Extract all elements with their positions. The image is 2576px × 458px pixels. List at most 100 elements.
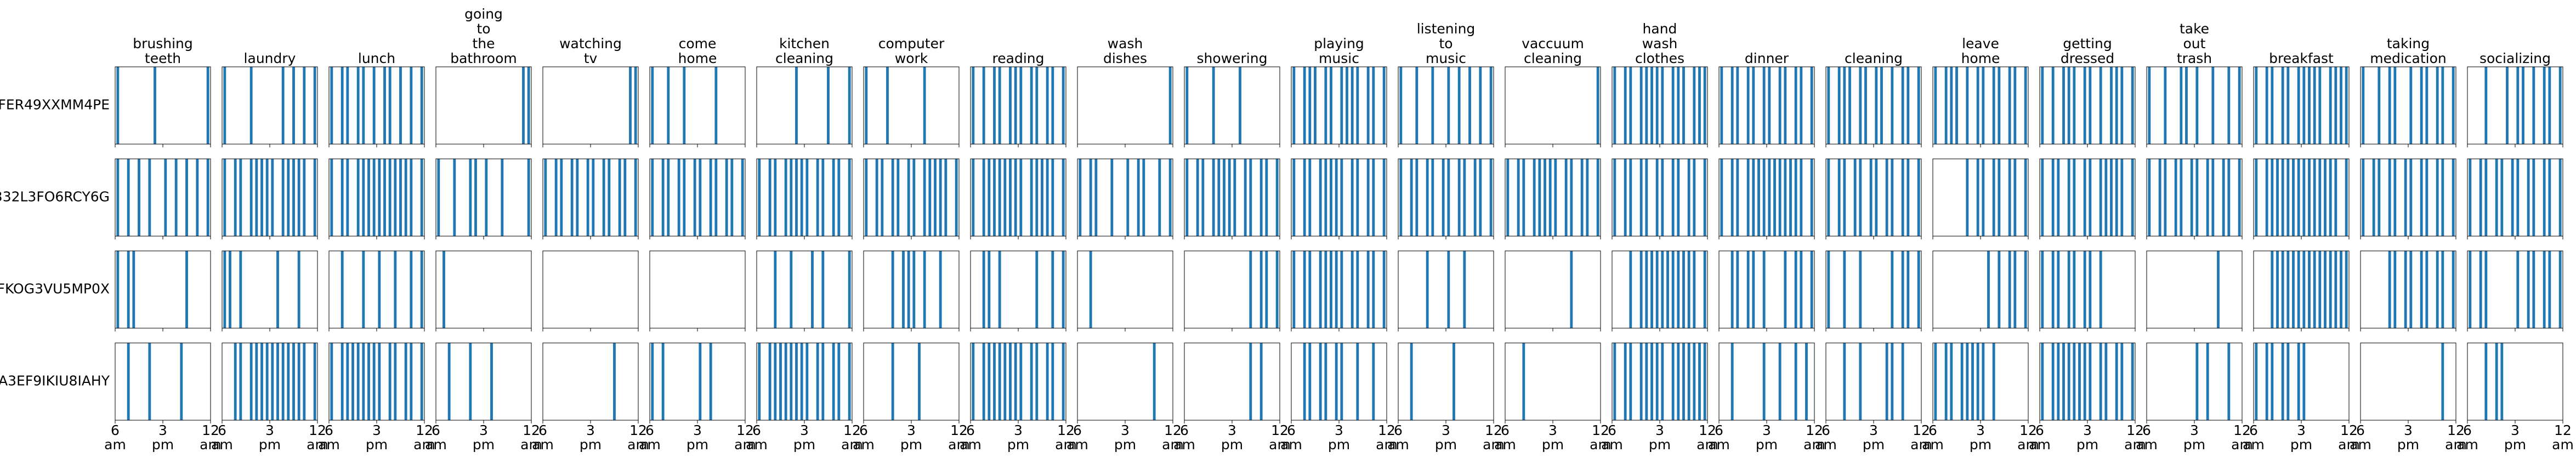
bar [2532, 67, 2535, 144]
x-tick-label: 3 pm [1970, 422, 1991, 453]
bar [501, 159, 504, 236]
bar [651, 343, 654, 420]
bar [2078, 343, 2081, 420]
bar [1720, 159, 1723, 236]
x-tick-label: 6 am [746, 422, 768, 453]
bar [292, 67, 295, 144]
panel [1291, 250, 1387, 331]
panel-frame [1505, 250, 1601, 329]
bar [303, 67, 306, 144]
bar [2372, 159, 2375, 236]
panel: 6 am 3 pm 12 am [2243, 342, 2360, 453]
bar [2334, 251, 2337, 328]
bar [1687, 343, 1690, 420]
bar [602, 159, 605, 236]
bar [196, 159, 199, 236]
bar [2024, 67, 2027, 144]
bar [271, 159, 274, 236]
panel: 6 am 3 pm 12 am [2456, 342, 2574, 453]
panel [1505, 158, 1601, 239]
bar [2308, 251, 2311, 328]
panel [1184, 158, 1280, 239]
bar [2083, 67, 2086, 144]
bar [420, 67, 423, 144]
bar [410, 67, 413, 144]
bar [2324, 159, 2327, 236]
bar [2329, 67, 2332, 144]
bar [988, 343, 991, 420]
bar [1875, 67, 1878, 144]
bar [1639, 251, 1643, 328]
bar [356, 67, 360, 144]
bar [1677, 343, 1680, 420]
bar [1399, 159, 1403, 236]
bar [2479, 159, 2482, 236]
bar [1014, 159, 1017, 236]
column-title: laundry [244, 50, 296, 66]
bar [2318, 159, 2322, 236]
bar [2265, 343, 2268, 420]
bar [2067, 159, 2070, 236]
bar [1650, 67, 1653, 144]
panel [1077, 158, 1173, 239]
bar [2073, 67, 2076, 144]
bar [2308, 67, 2311, 144]
bar [2479, 251, 2482, 328]
column-title: reading [992, 50, 1045, 66]
bar [1447, 67, 1450, 144]
x-tick-label: 6 am [2350, 422, 2371, 453]
bar [1624, 343, 1627, 420]
bar [1596, 159, 1599, 236]
x-tick-label: 12 am [2017, 422, 2039, 453]
bar [2271, 251, 2274, 328]
panel: 6 am 3 pm 12 am [1601, 342, 1718, 453]
bar [865, 159, 868, 236]
column-title: computer work [878, 36, 945, 66]
x-tick-label: 12 am [1590, 422, 1612, 453]
bar [1671, 159, 1675, 236]
bar [330, 343, 333, 420]
panel [1398, 66, 1494, 147]
bar [1399, 67, 1403, 144]
bar [174, 159, 178, 236]
bar [1794, 67, 1797, 144]
bar [223, 251, 226, 328]
bar [1976, 67, 1979, 144]
bar [934, 159, 937, 236]
bar [1864, 67, 1867, 144]
bar [2120, 67, 2124, 144]
bar [1752, 251, 1755, 328]
bar [2452, 251, 2455, 328]
bar [229, 251, 231, 328]
bar [2548, 159, 2551, 236]
x-tick-label: 6 am [2136, 422, 2158, 453]
bar [2238, 67, 2241, 144]
bar [1677, 67, 1680, 144]
bar [1089, 251, 1092, 328]
column-title: leave home [1961, 36, 2000, 66]
panel [649, 250, 746, 331]
bar [800, 159, 803, 236]
bar [2297, 67, 2300, 144]
bar [2013, 67, 2017, 144]
bar [271, 343, 274, 420]
bar [276, 343, 279, 420]
bar [1457, 159, 1461, 236]
bar [902, 251, 905, 328]
bar [239, 343, 242, 420]
bar [2099, 343, 2102, 420]
bar [576, 159, 579, 236]
bar [1249, 159, 1252, 236]
x-tick-label: 12 am [734, 422, 756, 453]
bar [2297, 343, 2300, 420]
column-title: socializing [2479, 50, 2551, 66]
bar [1168, 159, 1172, 236]
bar [1319, 159, 1322, 236]
bar [1356, 67, 1359, 144]
bar [1848, 67, 1851, 144]
bar [1762, 67, 1766, 144]
bar [346, 159, 349, 236]
x-tick-label: 3 pm [2397, 422, 2419, 453]
bar [1762, 159, 1766, 236]
bar [1762, 343, 1766, 420]
